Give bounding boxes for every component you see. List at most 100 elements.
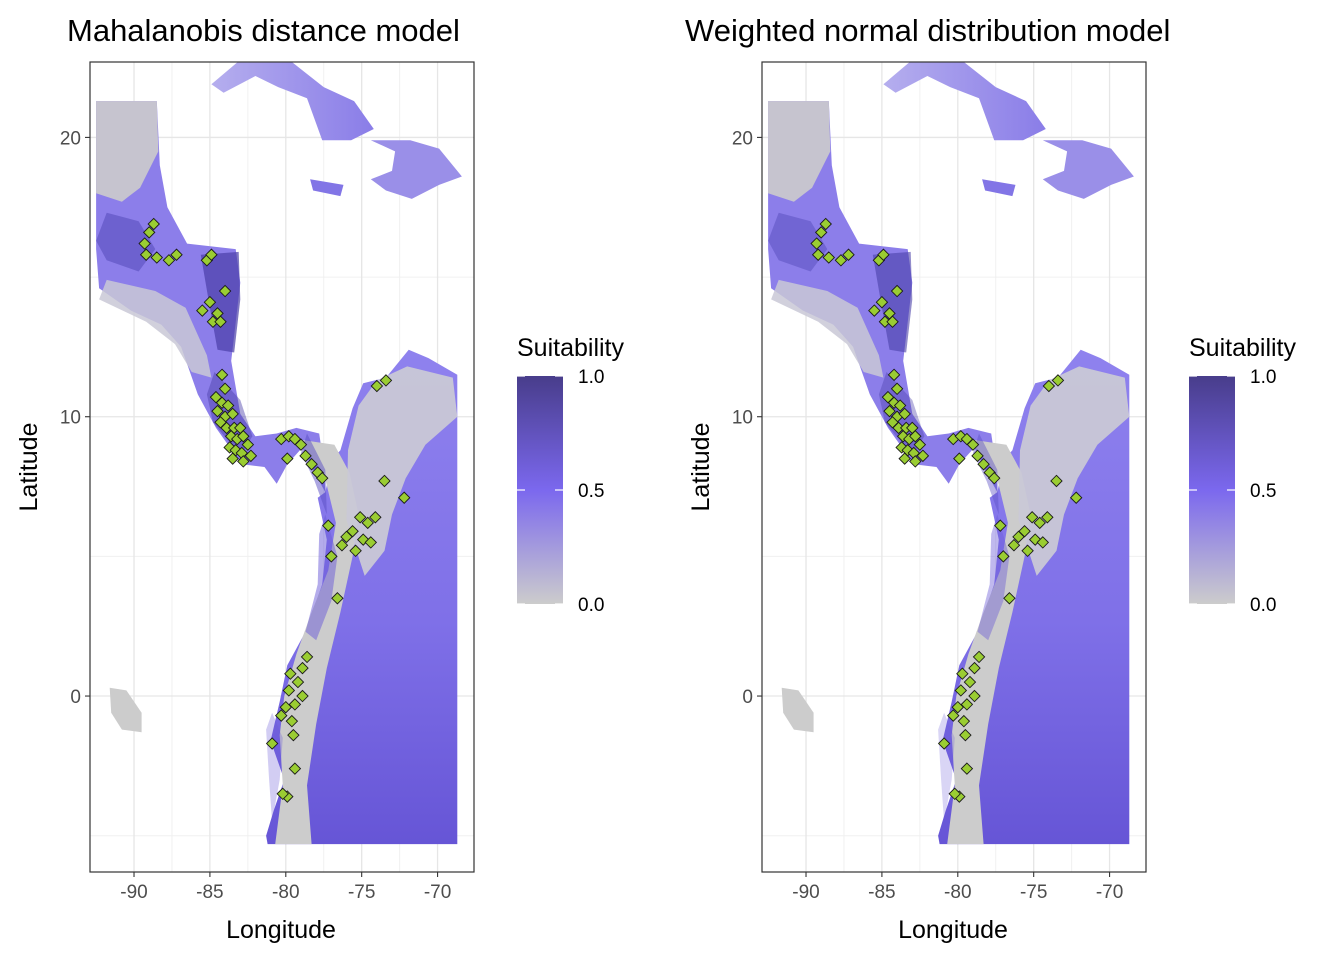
occurrence-point <box>890 284 904 298</box>
occurrence-point <box>214 315 227 328</box>
occurrence-point <box>890 382 904 396</box>
low-suitability-zone <box>96 101 159 202</box>
occurrence-point <box>956 667 969 680</box>
chart-title: Weighted normal distribution model <box>685 13 1170 48</box>
occurrence-point <box>284 667 297 680</box>
occurrence-point <box>1051 374 1065 387</box>
legend-tick-label: 1.0 <box>578 367 604 388</box>
occurrence-point <box>937 737 951 750</box>
occurrence-point <box>349 544 362 558</box>
occurrence-point <box>331 592 344 605</box>
x-tick-label: -75 <box>348 882 375 903</box>
occurrence-point <box>1028 533 1042 546</box>
legend-ticks: 0.0 0.5 1.0 <box>517 367 604 616</box>
x-tick-label: -90 <box>120 882 147 903</box>
y-axis-title: Latitude <box>15 423 43 512</box>
occurrence-point <box>150 251 164 264</box>
x-axis-title: Longitude <box>226 916 336 944</box>
occurrence-point <box>296 689 309 703</box>
occurrence-point <box>1012 530 1025 544</box>
occurrence-point <box>221 399 235 412</box>
occurrence-point <box>218 284 232 298</box>
occurrence-point <box>244 449 258 463</box>
legend-tick-label: 0.0 <box>1250 595 1276 616</box>
occurrence-point <box>810 237 823 250</box>
occurrence-point <box>960 698 974 711</box>
occurrence-point <box>947 709 960 722</box>
occurrence-point <box>875 295 889 309</box>
occurrence-point <box>1036 536 1050 549</box>
land-puerto-rico <box>1151 179 1177 193</box>
occurrence-point <box>296 661 309 675</box>
occurrence-point <box>203 295 217 309</box>
occurrence-point <box>147 217 160 231</box>
occurrence-point <box>1050 474 1063 488</box>
suitability-raster <box>96 62 505 845</box>
occurrence-point <box>139 248 153 261</box>
occurrence-point <box>305 457 318 471</box>
occurrence-point <box>987 471 1001 485</box>
y-tick-label: 20 <box>732 128 753 149</box>
occurrence-point <box>868 304 881 317</box>
legend-tick-label: 0.5 <box>1250 481 1276 502</box>
legend-title: Suitability <box>517 334 624 362</box>
occurrence-point <box>957 714 971 728</box>
occurrence-point <box>893 399 907 412</box>
occurrence-point <box>951 700 965 714</box>
y-tick-label: 20 <box>60 128 81 149</box>
occurrence-point <box>282 430 296 443</box>
occurrence-point <box>288 698 302 711</box>
occurrence-point <box>287 728 300 742</box>
occurrence-point <box>1033 516 1046 530</box>
occurrence-point <box>291 675 305 689</box>
plot-border <box>89 61 475 873</box>
occurrence-point <box>138 237 151 250</box>
high-suitability-zone <box>305 514 338 641</box>
occurrence-point <box>299 449 312 463</box>
x-axis: -90 -85 -80 -75 -70 <box>120 872 451 903</box>
suitability-raster <box>768 62 1177 845</box>
map-chart-left: Mahalanobis distance model -90 -85 -80 -75-… <box>15 13 624 944</box>
land-jamaica <box>310 179 344 197</box>
occurrence-point <box>994 519 1007 532</box>
x-tick-label: -80 <box>944 882 971 903</box>
occurrence-point <box>966 438 980 451</box>
occurrence-point <box>241 438 255 451</box>
low-suitability-zone <box>771 279 884 378</box>
y-axis: 0 10 20 <box>60 128 90 708</box>
occurrence-point <box>896 430 910 443</box>
occurrence-point <box>378 474 391 488</box>
occurrence-point <box>1025 511 1039 524</box>
occurrence-point <box>223 441 236 454</box>
occurrence-point <box>887 396 901 409</box>
occurrence-point <box>370 379 384 393</box>
x-tick-label: -70 <box>424 882 451 903</box>
land-hispaniola <box>370 140 462 199</box>
low-suitability-zone <box>275 439 359 845</box>
occurrence-point <box>340 530 353 544</box>
x-axis-title: Longitude <box>898 916 1008 944</box>
occurrence-point <box>954 684 968 697</box>
occurrence-point <box>353 511 367 524</box>
occurrence-point <box>886 315 899 328</box>
occurrence-point <box>1069 491 1083 504</box>
occurrence-point <box>211 404 224 418</box>
occurrence-point <box>356 533 370 546</box>
occurrence-point <box>196 304 209 317</box>
x-tick-label: -85 <box>868 882 895 903</box>
occurrence-point <box>1041 511 1054 524</box>
occurrence-point <box>237 430 250 443</box>
occurrence-point <box>916 449 930 463</box>
land-cuba <box>883 62 1046 141</box>
y-tick-label: 0 <box>70 687 81 708</box>
occurrence-point <box>379 374 393 387</box>
land-puerto-rico <box>479 179 505 193</box>
low-suitability-zone <box>1018 366 1130 576</box>
occurrence-point <box>322 519 335 532</box>
occurrence-point <box>953 452 966 465</box>
occurrence-point <box>279 700 293 714</box>
x-tick-label: -75 <box>1020 882 1047 903</box>
occurrence-point <box>265 737 279 750</box>
occurrence-point <box>971 449 984 463</box>
plot-area <box>761 61 1177 873</box>
